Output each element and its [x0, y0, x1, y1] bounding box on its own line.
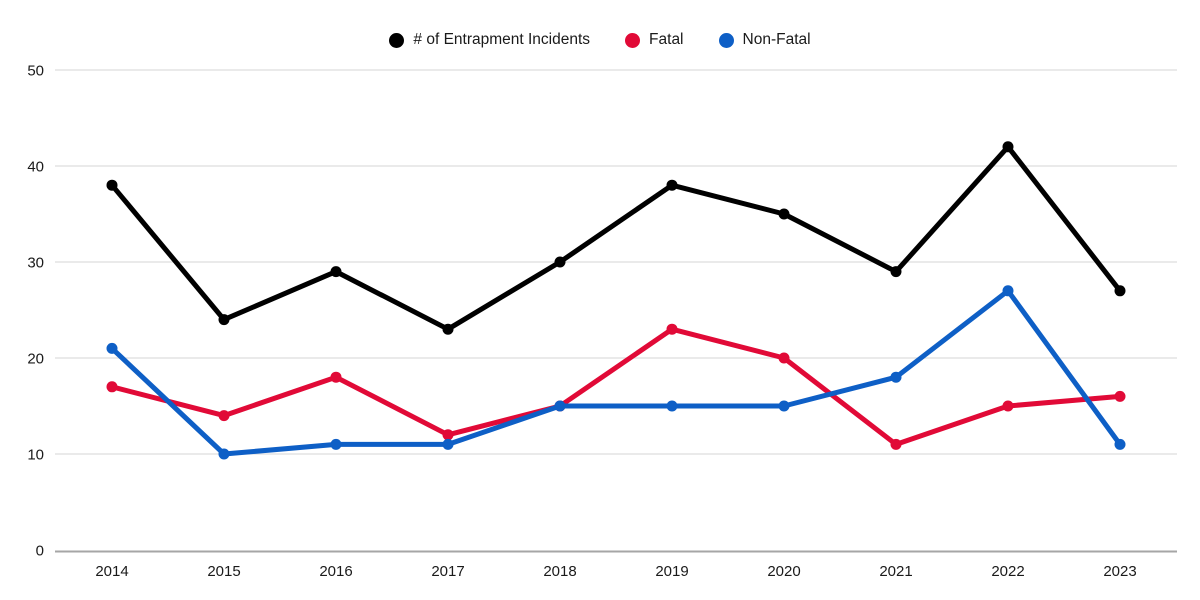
y-tick-label-20: 20: [27, 351, 44, 368]
data-point-1-2020: [778, 352, 790, 364]
y-tick-label-40: 40: [27, 159, 44, 176]
data-point-2-2020: [778, 400, 790, 412]
data-point-1-2015: [218, 410, 230, 422]
x-tick-label-2017: 2017: [431, 563, 464, 580]
data-point-1-2023: [1114, 390, 1126, 402]
data-point-0-2020: [778, 208, 790, 220]
x-tick-label-2023: 2023: [1103, 563, 1136, 580]
series-line-0: [109, 144, 1123, 332]
data-point-2-2016: [330, 438, 342, 450]
data-point-0-2019: [666, 179, 678, 191]
y-tick-label-0: 0: [36, 543, 44, 560]
data-point-1-2017: [442, 429, 454, 441]
data-point-1-2016: [330, 371, 342, 383]
data-point-0-2022: [1002, 141, 1014, 153]
data-point-2-2017: [442, 438, 454, 450]
data-point-0-2021: [890, 266, 902, 278]
x-tick-label-2015: 2015: [207, 563, 240, 580]
x-tick-label-2022: 2022: [991, 563, 1024, 580]
series-line-2: [109, 288, 1123, 457]
data-point-2-2021: [890, 371, 902, 383]
data-point-1-2021: [890, 438, 902, 450]
x-tick-label-2014: 2014: [95, 563, 128, 580]
y-tick-label-10: 10: [27, 447, 44, 464]
data-point-0-2023: [1114, 285, 1126, 297]
data-point-2-2019: [666, 400, 678, 412]
x-tick-label-2020: 2020: [767, 563, 800, 580]
y-tick-label-30: 30: [27, 255, 44, 272]
data-point-1-2019: [666, 323, 678, 335]
x-tick-label-2016: 2016: [319, 563, 352, 580]
data-point-0-2016: [330, 266, 342, 278]
x-tick-label-2018: 2018: [543, 563, 576, 580]
data-point-0-2018: [554, 256, 566, 268]
x-tick-label-2019: 2019: [655, 563, 688, 580]
data-point-2-2023: [1114, 438, 1126, 450]
data-point-2-2015: [218, 448, 230, 460]
data-point-2-2014: [106, 342, 118, 354]
y-tick-label-50: 50: [27, 63, 44, 80]
data-point-2-2022: [1002, 285, 1014, 297]
x-tick-label-2021: 2021: [879, 563, 912, 580]
data-point-0-2014: [106, 179, 118, 191]
data-point-1-2014: [106, 381, 118, 393]
data-point-1-2022: [1002, 400, 1014, 412]
data-point-0-2017: [442, 323, 454, 335]
series-line-1: [109, 326, 1123, 447]
data-point-0-2015: [218, 314, 230, 326]
data-point-2-2018: [554, 400, 566, 412]
